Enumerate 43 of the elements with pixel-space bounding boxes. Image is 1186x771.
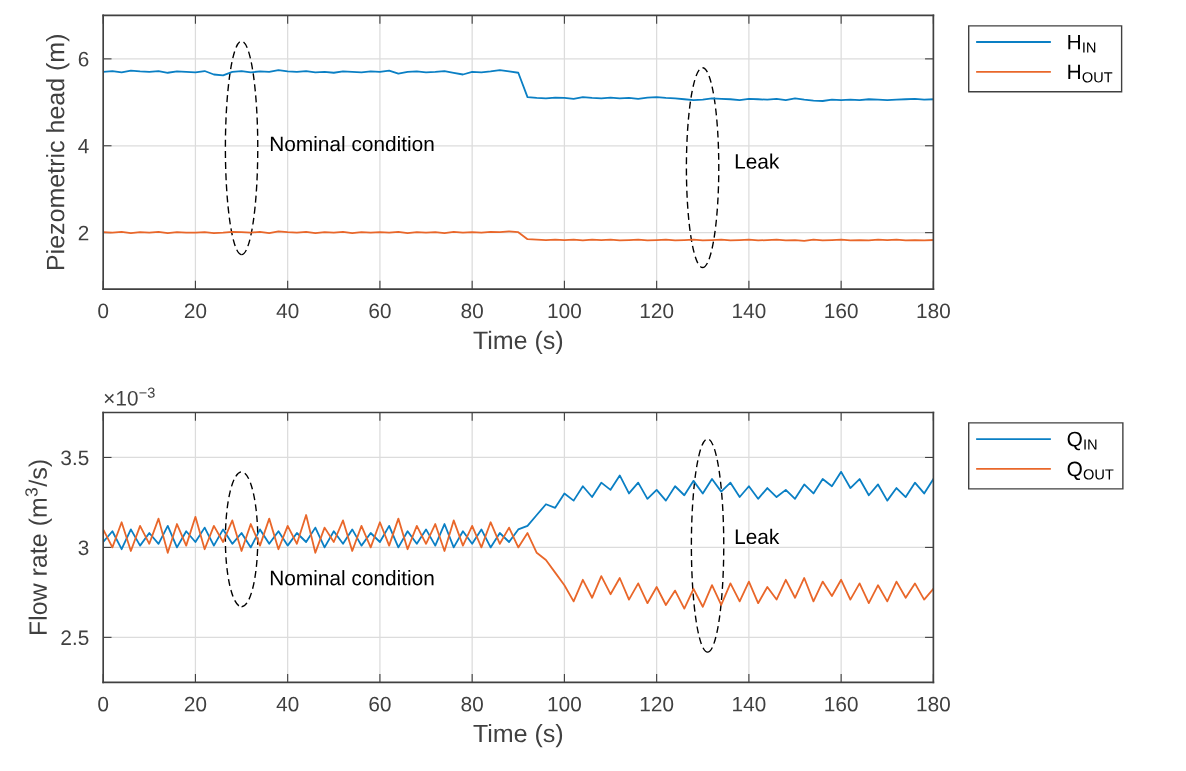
x-tick-label: 100 bbox=[548, 303, 581, 319]
annotation: Nominal condition bbox=[270, 570, 434, 586]
legend-label: Q$_{IN}$ bbox=[1067, 431, 1097, 451]
y-tick-label: 3.5 bbox=[61, 450, 89, 466]
x-tick-label: 20 bbox=[184, 303, 207, 319]
x-tick-label: 0 bbox=[98, 696, 109, 712]
x-tick-label: 40 bbox=[276, 303, 299, 319]
x-tick-label: 140 bbox=[733, 303, 766, 319]
line-series bbox=[103, 69, 934, 102]
x-tick-label: 120 bbox=[640, 303, 674, 319]
y-tick-label: 2 bbox=[78, 225, 89, 241]
x-tick-label: 60 bbox=[369, 303, 391, 319]
text: ×10$^{−3}$ bbox=[104, 387, 155, 406]
x-tick-label: 20 bbox=[184, 696, 207, 712]
x-tick-label: 80 bbox=[461, 696, 483, 712]
y-axis-title: Piezometric head (m) bbox=[46, 35, 70, 269]
annotation: Nominal condition bbox=[270, 135, 434, 152]
annotation: Leak bbox=[735, 153, 780, 169]
legend-label: H$_{IN}$ bbox=[1068, 34, 1096, 53]
legend-label: Q$_{OUT}$ bbox=[1067, 461, 1114, 481]
y-axis-title: Flow rate (m$^{3}$/s) bbox=[25, 460, 52, 635]
y-tick-label: 6 bbox=[78, 51, 89, 67]
x-tick-label: 140 bbox=[733, 696, 766, 712]
line-series bbox=[103, 470, 934, 551]
legend-label: H$_{OUT}$ bbox=[1068, 64, 1113, 83]
annotation: Leak bbox=[735, 528, 780, 545]
x-tick-label: 0 bbox=[98, 303, 109, 319]
y-tick-label: 2.5 bbox=[61, 630, 89, 646]
line-series bbox=[103, 514, 934, 610]
y-tick-label: 4 bbox=[78, 138, 89, 154]
x-tick-label: 40 bbox=[276, 696, 299, 712]
x-tick-label: 100 bbox=[548, 696, 581, 712]
line-series bbox=[103, 230, 934, 242]
x-axis-title: Time (s) bbox=[473, 330, 563, 355]
y-tick-label: 3 bbox=[78, 540, 89, 556]
x-tick-label: 60 bbox=[369, 696, 391, 712]
x-tick-label: 80 bbox=[461, 303, 483, 319]
x-axis-title: Time (s) bbox=[473, 723, 563, 748]
x-tick-label: 160 bbox=[825, 696, 858, 712]
x-tick-label: 160 bbox=[825, 303, 858, 319]
x-tick-label: 180 bbox=[917, 303, 950, 319]
x-tick-label: 180 bbox=[917, 696, 950, 712]
x-tick-label: 120 bbox=[640, 696, 674, 712]
